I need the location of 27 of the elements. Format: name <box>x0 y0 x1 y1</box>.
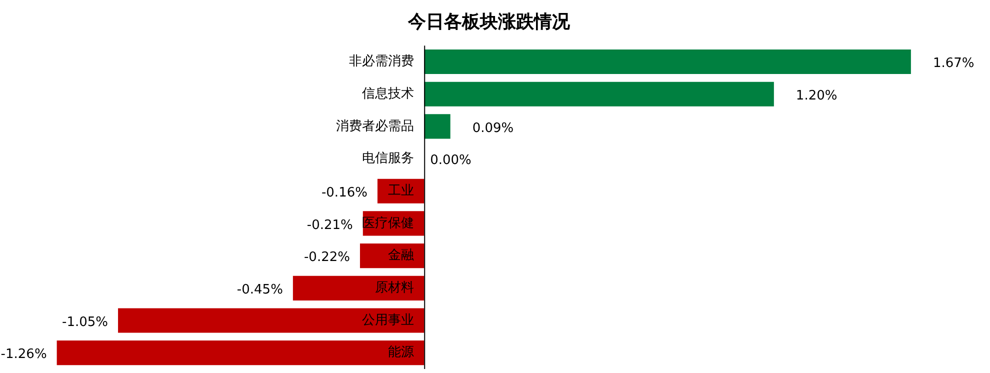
data-label: -0.45% <box>236 282 283 298</box>
y-tick-label: 能源 <box>388 345 414 360</box>
data-label: -0.22% <box>304 250 350 266</box>
bar <box>292 276 424 300</box>
y-tick-label: 非必需消费 <box>349 54 414 70</box>
data-label: -0.21% <box>306 218 353 233</box>
data-label: 1.67% <box>932 56 974 72</box>
y-tick-label: 工业 <box>388 184 414 199</box>
y-tick-label: 公用事业 <box>362 312 414 328</box>
data-label: 1.20% <box>796 88 838 104</box>
data-label: 0.00% <box>430 153 472 168</box>
bar <box>424 49 911 74</box>
y-tick-label: 金融 <box>388 248 414 264</box>
y-tick-label: 信息技术 <box>362 86 414 102</box>
data-label: -1.26% <box>0 347 47 362</box>
bar <box>424 82 774 106</box>
bar <box>118 308 424 333</box>
y-tick-label: 电信服务 <box>362 151 414 166</box>
data-label: 0.09% <box>472 120 514 136</box>
bar <box>424 114 450 139</box>
bar <box>377 178 424 204</box>
y-tick-label: 原材料 <box>375 280 414 296</box>
data-label: -1.05% <box>62 314 108 330</box>
data-label: -0.16% <box>321 186 368 201</box>
y-tick-label: 消费者必需品 <box>336 118 414 134</box>
bar <box>56 340 424 366</box>
chart-title: 今日各板块涨跌情况 <box>407 11 571 32</box>
